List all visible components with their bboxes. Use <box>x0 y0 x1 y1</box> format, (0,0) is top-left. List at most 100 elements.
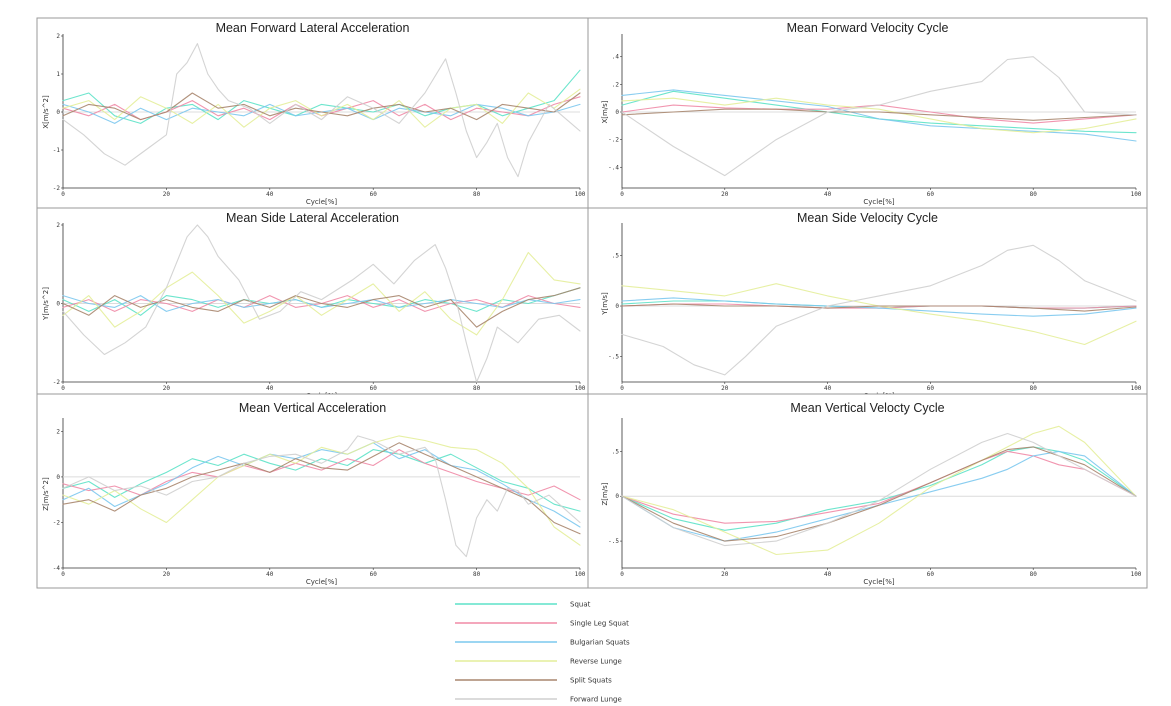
x-tick-label: 60 <box>370 571 378 578</box>
x-tick-label: 80 <box>473 571 481 578</box>
chart-title: Mean Side Lateral Acceleration <box>226 211 399 225</box>
chart-title: Mean Vertical Acceleration <box>239 401 386 415</box>
series-line <box>62 449 581 501</box>
x-tick-label: 100 <box>1131 385 1142 392</box>
y-axis-label: Z[m/s] <box>601 482 609 505</box>
series-line <box>62 69 581 124</box>
x-tick-label: 0 <box>620 191 624 198</box>
legend-label: Single Leg Squat <box>570 620 629 628</box>
legend-label: Forward Lunge <box>570 696 622 704</box>
y-tick-label: 2 <box>56 222 60 229</box>
y-axis-label: Y[m/s] <box>601 292 609 316</box>
chart-panel: Mean Side Velocity Cycle 0 20 40 60 80 100 .5 0 -… <box>587 207 1148 400</box>
x-tick-label: 60 <box>927 571 935 578</box>
y-tick-label: -.2 <box>608 137 619 144</box>
y-tick-label: 0 <box>56 301 60 308</box>
y-axis-label: Y[m/s^2] <box>42 287 50 321</box>
series-line <box>62 92 581 121</box>
x-tick-label: 0 <box>61 385 65 392</box>
x-tick-label: 40 <box>824 385 832 392</box>
y-tick-label: 1 <box>56 71 60 78</box>
x-axis-label: Cycle[%] <box>306 198 338 206</box>
chart-panel: Mean Forward Velocity Cycle 0 20 40 60 80 100.… <box>587 17 1148 209</box>
panel-frame <box>587 207 1148 395</box>
x-tick-label: 40 <box>266 571 274 578</box>
y-tick-label: .4 <box>612 54 620 61</box>
x-tick-label: 80 <box>1030 571 1038 578</box>
chart-title: Mean Vertical Velocty Cycle <box>790 401 944 415</box>
x-tick-label: 80 <box>473 385 481 392</box>
chart-legend: Squat Single Leg Squat Bulgarian Squats Rev… <box>455 601 630 704</box>
chart-title: Mean Side Velocity Cycle <box>797 211 938 225</box>
legend-item: Bulgarian Squats <box>455 639 630 647</box>
x-tick-label: 20 <box>163 191 171 198</box>
series-line <box>62 435 581 558</box>
x-tick-label: 0 <box>620 571 624 578</box>
x-tick-label: 100 <box>1131 571 1142 578</box>
x-tick-label: 20 <box>721 191 729 198</box>
y-tick-label: 2 <box>56 33 60 40</box>
y-tick-label: -4 <box>53 565 61 572</box>
y-axis-label: X[m/s] <box>601 100 609 123</box>
x-tick-label: 40 <box>266 385 274 392</box>
legend-label: Split Squats <box>570 677 612 685</box>
x-tick-label: 60 <box>927 191 935 198</box>
series-line <box>62 449 581 512</box>
x-tick-label: 0 <box>61 191 65 198</box>
x-tick-label: 80 <box>473 191 481 198</box>
x-tick-label: 60 <box>370 191 378 198</box>
y-tick-label: .5 <box>612 252 620 259</box>
legend-item: Reverse Lunge <box>455 658 622 666</box>
series-line <box>621 425 1137 556</box>
legend-item: Forward Lunge <box>455 696 622 704</box>
series-line <box>621 56 1137 177</box>
legend-item: Split Squats <box>455 677 612 685</box>
y-tick-label: -2 <box>53 379 61 386</box>
y-tick-label: 2 <box>56 428 60 435</box>
x-axis-label: Cycle[%] <box>863 198 895 206</box>
legend-item: Single Leg Squat <box>455 620 629 628</box>
y-tick-label: .5 <box>612 448 620 455</box>
series-line <box>62 251 581 336</box>
chart-panel: Mean Vertical Velocty Cycle 0 20 40 60 80 100.… <box>587 393 1148 589</box>
series-line <box>621 89 1137 142</box>
legend-label: Bulgarian Squats <box>570 639 630 647</box>
x-tick-label: 40 <box>824 191 832 198</box>
series-line <box>621 97 1137 134</box>
series-line <box>62 43 581 178</box>
panel-frame <box>587 17 1148 209</box>
x-tick-label: 80 <box>1030 191 1038 198</box>
y-tick-label: 0 <box>56 109 60 116</box>
series-line <box>621 432 1137 547</box>
x-tick-label: 0 <box>61 571 65 578</box>
series-line <box>62 435 581 546</box>
y-tick-label: 0 <box>615 109 619 116</box>
series-line <box>62 442 581 535</box>
x-tick-label: 60 <box>370 385 378 392</box>
series-line <box>621 108 1137 121</box>
x-tick-label: 20 <box>163 385 171 392</box>
series-line <box>621 297 1137 317</box>
legend-label: Reverse Lunge <box>570 658 622 666</box>
y-axis-label: Z[m/s^2] <box>42 477 50 511</box>
x-tick-label: 80 <box>1030 385 1038 392</box>
y-axis-label: X[m/s^2] <box>42 95 50 129</box>
chart-title: Mean Forward Lateral Acceleration <box>216 21 410 35</box>
x-tick-label: 100 <box>575 385 586 392</box>
legend-label: Squat <box>570 601 591 609</box>
x-axis-label: Cycle[%] <box>863 578 895 586</box>
x-tick-label: 0 <box>620 385 624 392</box>
panel-frame <box>587 393 1148 589</box>
y-tick-label: 0 <box>615 303 619 310</box>
series-line <box>62 224 581 383</box>
legend-item: Squat <box>455 601 591 609</box>
x-tick-label: 20 <box>163 571 171 578</box>
y-tick-label: -1 <box>53 147 61 154</box>
y-tick-label: .2 <box>612 81 620 88</box>
series-line <box>621 303 1137 312</box>
